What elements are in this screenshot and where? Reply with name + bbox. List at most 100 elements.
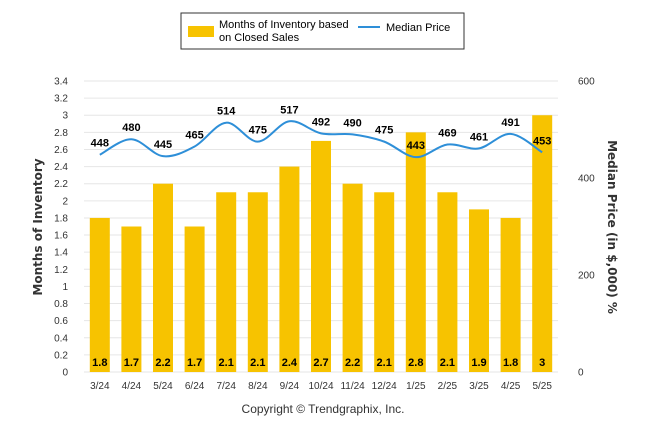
price-value-label: 517 xyxy=(280,104,298,116)
bar-value-label: 1.8 xyxy=(92,357,107,369)
price-value-label: 475 xyxy=(375,125,393,137)
y-tick-label: 1.6 xyxy=(54,231,68,242)
x-tick-label: 1/25 xyxy=(406,381,426,392)
bar-value-labels: 1.8 1.7 2.2 1.7 2.1 2.1 2.4 2.7 2.2 2.1 2.8 2.1 1.9 1… xyxy=(92,357,545,369)
bars xyxy=(89,115,553,372)
y-axis-title: Months of Inventory xyxy=(31,158,45,295)
bar xyxy=(216,192,237,372)
bar xyxy=(532,115,553,372)
bar-value-label: 2.8 xyxy=(408,357,423,369)
price-value-label: 443 xyxy=(407,140,425,152)
bar-value-label: 2.1 xyxy=(377,357,392,369)
copyright-footer: Copyright © Trendgraphix, Inc. xyxy=(242,402,405,416)
price-value-label: 445 xyxy=(154,139,172,151)
bar xyxy=(311,140,331,372)
median-price-line xyxy=(99,120,543,159)
y-tick-label: 0 xyxy=(62,368,68,379)
bar xyxy=(405,132,426,372)
price-line xyxy=(99,120,543,159)
bar-value-label: 2.1 xyxy=(440,357,455,369)
price-value-label: 448 xyxy=(91,138,109,150)
price-value-label: 480 xyxy=(122,122,140,134)
y2-axis-ticks: 0 200 400 600 xyxy=(578,77,595,379)
bar xyxy=(437,192,458,372)
bar xyxy=(469,209,489,372)
y2-tick-label: 400 xyxy=(578,174,595,185)
price-value-label: 469 xyxy=(438,128,456,140)
bar-value-label: 2.2 xyxy=(345,357,360,369)
bar xyxy=(279,166,300,372)
legend-bar-label-line1: Months of Inventory based xyxy=(219,19,349,31)
y-tick-label: 2.6 xyxy=(54,145,68,156)
legend-line-label: Median Price xyxy=(386,22,450,34)
bar-value-label: 1.8 xyxy=(503,357,518,369)
bar xyxy=(121,226,142,372)
bar-value-label: 2.7 xyxy=(313,357,328,369)
bar-value-label: 2.4 xyxy=(282,357,298,369)
legend-box xyxy=(180,12,465,50)
x-tick-label: 8/24 xyxy=(248,381,268,392)
bar-value-label: 2.1 xyxy=(250,357,265,369)
y-tick-label: 0.2 xyxy=(54,350,68,361)
bar xyxy=(184,226,205,372)
x-tick-label: 7/24 xyxy=(216,381,236,392)
legend-bar-label-line2: on Closed Sales xyxy=(219,32,300,44)
price-value-label: 465 xyxy=(185,129,203,141)
y-tick-label: 3.4 xyxy=(54,77,68,88)
x-axis-ticks: 3/24 4/24 5/24 6/24 7/24 8/24 9/24 10/24 11/24 12… xyxy=(90,381,552,392)
bar xyxy=(342,183,363,372)
x-tick-label: 3/25 xyxy=(469,381,489,392)
y-tick-label: 3 xyxy=(62,111,68,122)
price-value-label: 514 xyxy=(217,106,236,118)
bar-value-label: 1.7 xyxy=(124,357,139,369)
x-tick-label: 9/24 xyxy=(280,381,300,392)
price-value-label: 492 xyxy=(312,116,330,128)
y2-axis-title: Median Price (in $,000) % xyxy=(605,140,619,314)
price-value-label: 475 xyxy=(249,125,267,137)
bar xyxy=(374,192,395,372)
price-value-label: 490 xyxy=(343,117,361,129)
y-tick-label: 2.2 xyxy=(54,179,68,190)
bar-value-label: 2.1 xyxy=(219,357,234,369)
x-tick-label: 4/24 xyxy=(122,381,142,392)
y-tick-label: 2.8 xyxy=(54,128,68,139)
bar xyxy=(153,183,173,372)
y-tick-label: 1 xyxy=(62,282,68,293)
price-value-labels: 448 480 445 465 514 475 517 492 490 475 443 469 461 4… xyxy=(91,104,552,152)
x-tick-label: 10/24 xyxy=(308,381,333,392)
x-tick-label: 2/25 xyxy=(438,381,458,392)
price-value-label: 461 xyxy=(470,131,488,143)
y-axis-ticks: 0 0.2 0.4 0.6 0.8 1 1.2 1.4 1.6 1.8 2 2.2 2.4 2.6 2.8 3… xyxy=(54,77,68,379)
x-tick-label: 6/24 xyxy=(185,381,205,392)
y-tick-label: 1.8 xyxy=(54,213,68,224)
bar-value-label: 1.9 xyxy=(471,357,486,369)
y-tick-label: 3.2 xyxy=(54,94,68,105)
y2-tick-label: 600 xyxy=(578,77,595,88)
y-tick-label: 0.8 xyxy=(54,299,68,310)
bar xyxy=(89,217,110,372)
x-tick-label: 11/24 xyxy=(340,381,365,392)
y-tick-label: 2 xyxy=(62,196,68,207)
x-tick-label: 5/25 xyxy=(532,381,552,392)
legend-bar-swatch xyxy=(188,26,214,37)
y-tick-label: 0.6 xyxy=(54,316,68,327)
price-value-label: 453 xyxy=(533,135,551,147)
bar-value-label: 1.7 xyxy=(187,357,202,369)
x-tick-label: 12/24 xyxy=(372,381,397,392)
bar xyxy=(500,217,521,372)
bar-value-label: 3 xyxy=(539,357,545,369)
y-tick-label: 2.4 xyxy=(54,162,68,173)
y-tick-label: 1.4 xyxy=(54,248,68,259)
bar xyxy=(247,192,268,372)
y-tick-label: 0.4 xyxy=(54,333,68,344)
x-tick-label: 4/25 xyxy=(501,381,521,392)
x-tick-label: 5/24 xyxy=(153,381,173,392)
bar-value-label: 2.2 xyxy=(155,357,170,369)
y2-tick-label: 200 xyxy=(578,271,595,282)
y-tick-label: 1.2 xyxy=(54,265,68,276)
price-value-label: 491 xyxy=(501,117,519,129)
y2-tick-label: 0 xyxy=(578,368,584,379)
legend: Months of Inventory based on Closed Sale… xyxy=(180,12,465,50)
x-tick-label: 3/24 xyxy=(90,381,110,392)
